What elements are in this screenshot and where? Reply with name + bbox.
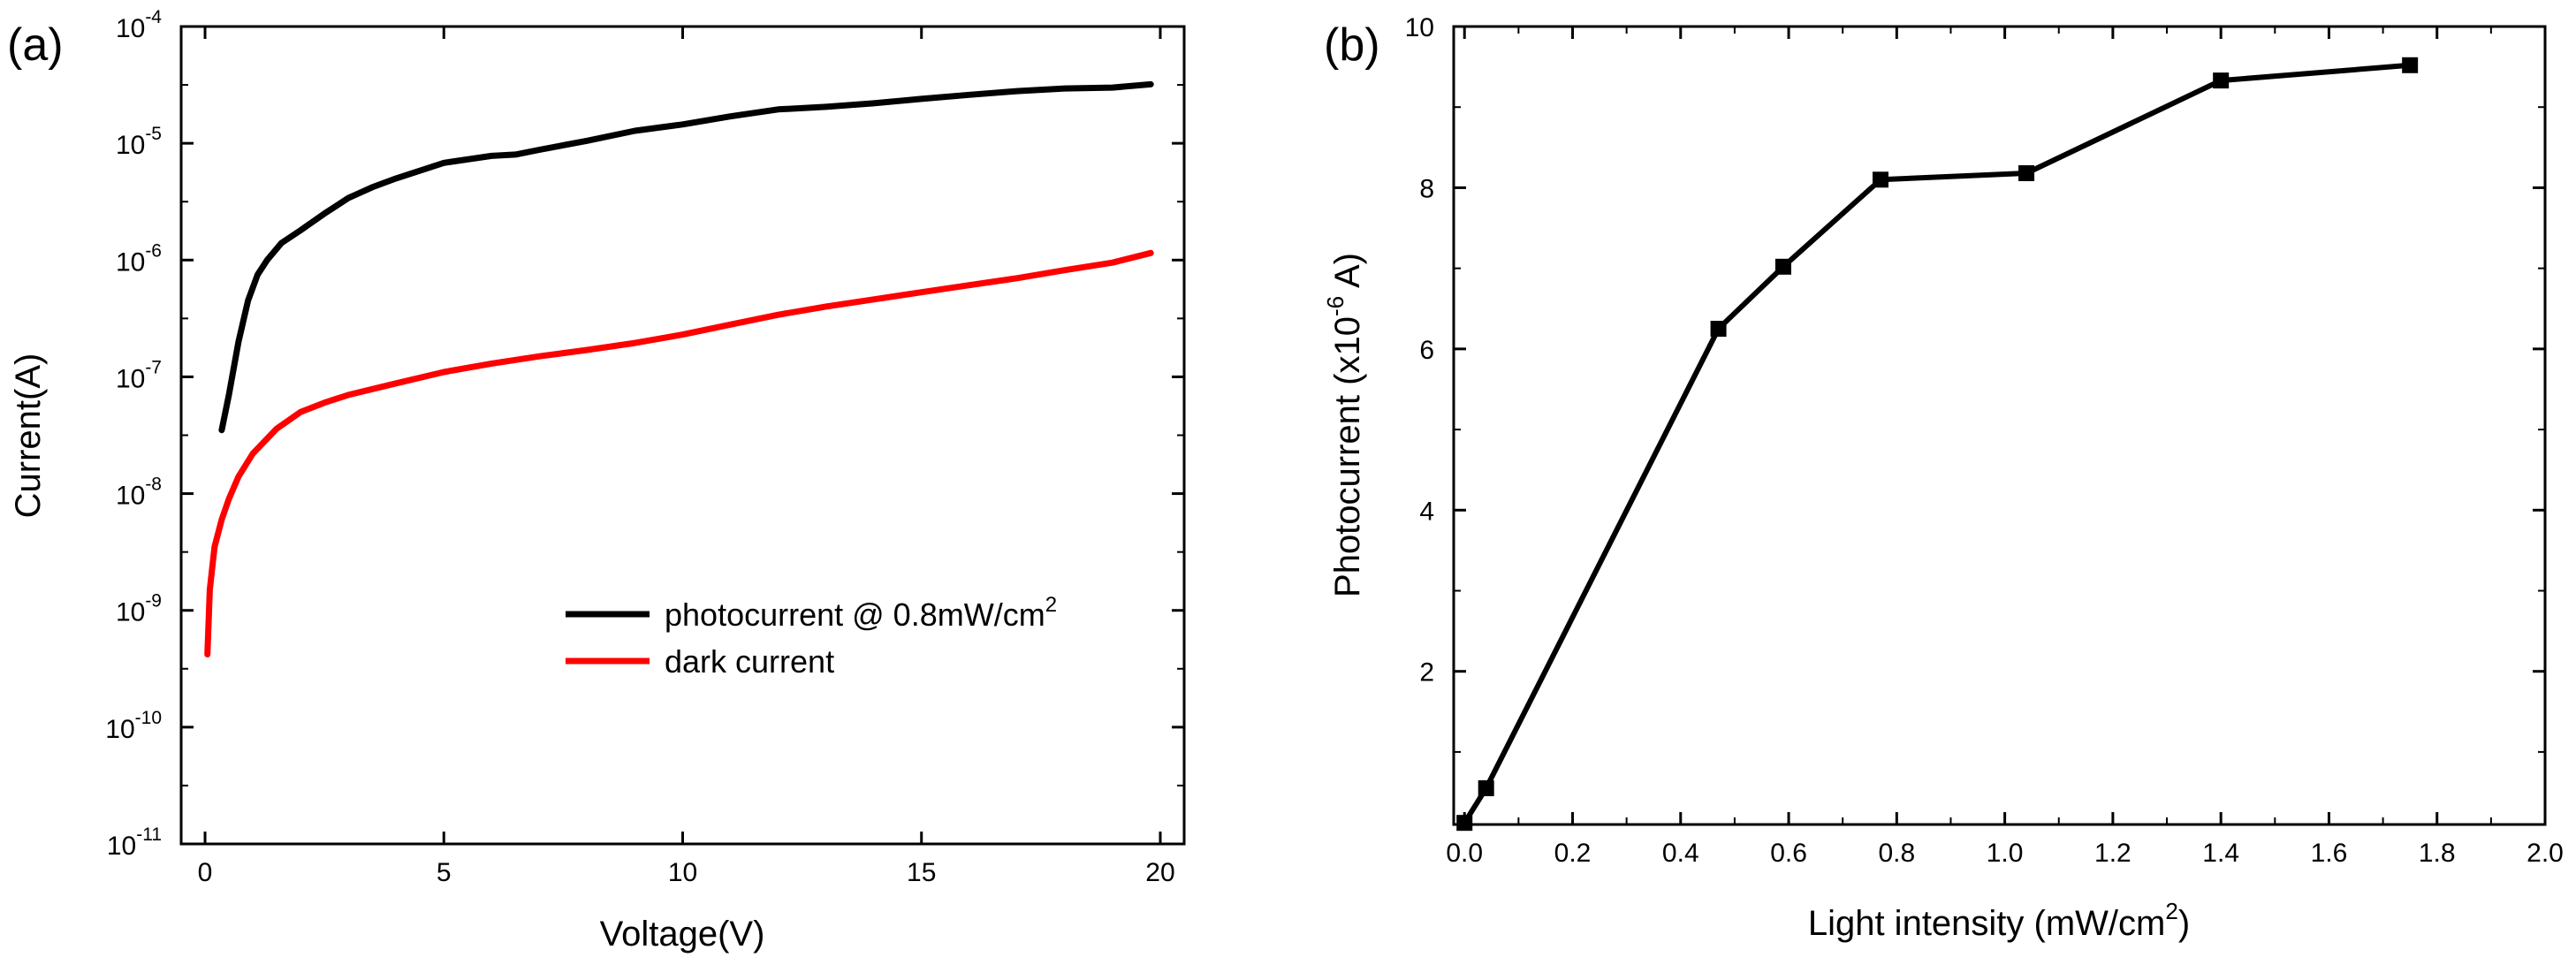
x-tick-label-a-3: 15 (907, 858, 936, 887)
x-axis-label-a: Voltage(V) (600, 915, 765, 954)
x-tick-label-b-2: 0.4 (1662, 839, 1699, 868)
y-tick-label-a-0: 10-4 (116, 7, 162, 43)
series-a-1 (204, 249, 1154, 657)
y-tick-base-a-3: 10 (116, 364, 145, 393)
y-axis-label-b-suffix: A) (1328, 253, 1367, 296)
y-tick-base-a-7: 10 (107, 832, 136, 861)
x-tick-label-a-4: 20 (1145, 858, 1174, 887)
data-point-b-0 (1456, 815, 1473, 832)
x-tick-label-b-7: 1.4 (2202, 839, 2239, 868)
y-axis-label-b: Photocurrent (x10-6 A) (1322, 253, 1367, 597)
y-tick-label-a-2: 10-6 (116, 240, 162, 277)
legend-label-photocurrent: photocurrent @ 0.8mW/cm2 (665, 593, 1057, 633)
x-axis-label-b-sup: 2 (2165, 898, 2177, 924)
y-tick-exp-a-1: -5 (145, 124, 162, 144)
x-tick-label-a-1: 5 (437, 858, 452, 887)
data-point-b-3 (1774, 258, 1791, 275)
panel-label-b: (b) (1324, 19, 1380, 71)
x-tick-label-b-6: 1.2 (2094, 839, 2131, 868)
y-tick-exp-a-4: -8 (145, 475, 162, 495)
y-tick-base-a-5: 10 (116, 598, 145, 627)
y-tick-label-a-3: 10-7 (116, 357, 162, 393)
x-tick-label-b-4: 0.8 (1878, 839, 1915, 868)
x-tick-label-a-0: 0 (198, 858, 213, 887)
y-tick-label-b-0: 2 (1419, 658, 1434, 688)
y-tick-exp-a-0: -4 (145, 7, 162, 27)
legend-label-dark: dark current (665, 643, 834, 680)
y-axis-label-b-sup: -6 (1322, 296, 1349, 316)
y-tick-exp-a-6: -10 (135, 708, 162, 728)
y-tick-base-a-4: 10 (116, 482, 145, 511)
x-tick-label-b-3: 0.6 (1770, 839, 1807, 868)
y-tick-label-b-4: 10 (1405, 13, 1434, 42)
x-tick-label-b-9: 1.8 (2419, 839, 2456, 868)
data-point-b-5 (2018, 165, 2035, 182)
y-tick-base-a-0: 10 (116, 14, 145, 43)
y-tick-base-a-2: 10 (116, 247, 145, 277)
y-tick-label-a-7: 10-11 (107, 824, 162, 861)
chart-b-ticks: 0.0 0.2 0.4 0.6 0.8 1.0 1.2 1.4 1.6 1.8 2.0 2 4 6 8 10 (1405, 13, 2564, 868)
chart-a: 0 5 10 15 2010-410-510-610-710-810-910-1010-… (9, 7, 1186, 954)
plot-frame-b (1452, 25, 2547, 826)
plot-frame-a (179, 25, 1186, 846)
chart-a-ticks: 0 5 10 15 2010-410-510-610-710-810-910-1010-… (105, 7, 1184, 887)
chart-b: 0.0 0.2 0.4 0.6 0.8 1.0 1.2 1.4 1.6 1.8 2.0246810 … (1322, 13, 2564, 943)
panel-label-a: (a) (7, 19, 64, 71)
x-tick-label-b-1: 0.2 (1554, 839, 1592, 868)
x-tick-label-b-5: 1.0 (1987, 839, 2024, 868)
y-tick-label-a-4: 10-8 (116, 475, 162, 511)
x-tick-label-a-2: 10 (668, 858, 697, 887)
y-tick-exp-a-3: -7 (145, 357, 162, 377)
data-point-b-7 (2402, 57, 2419, 73)
x-axis-label-b-text: Light intensity (mW/cm (1808, 904, 2166, 943)
y-tick-label-a-1: 10-5 (116, 124, 162, 160)
legend-text-photocurrent: photocurrent @ 0.8mW/cm (665, 596, 1045, 633)
series-a-0 (218, 80, 1154, 434)
y-tick-exp-a-5: -9 (145, 591, 162, 612)
y-tick-label-a-5: 10-9 (116, 591, 162, 627)
x-tick-label-b-0: 0.0 (1446, 839, 1483, 868)
chart-a-series (204, 80, 1154, 657)
y-tick-exp-a-7: -11 (136, 824, 162, 845)
y-axis-label-a: Current(A) (9, 353, 48, 519)
y-tick-base-a-1: 10 (116, 131, 145, 160)
y-tick-label-b-2: 6 (1419, 336, 1434, 365)
y-axis-label-b-text: Photocurrent (x10 (1328, 316, 1367, 597)
data-point-b-4 (1872, 171, 1888, 188)
y-tick-label-a-6: 10-10 (105, 708, 162, 744)
series-b-line (1462, 62, 2411, 824)
x-axis-label-b-suffix: ) (2178, 904, 2190, 943)
x-tick-label-b-10: 2.0 (2527, 839, 2564, 868)
data-point-b-1 (1478, 779, 1494, 796)
y-tick-base-a-6: 10 (105, 715, 134, 744)
x-tick-label-b-8: 1.6 (2311, 839, 2348, 868)
y-tick-exp-a-2: -6 (145, 240, 162, 261)
y-tick-label-b-1: 4 (1419, 497, 1434, 526)
chart-b-series (1456, 57, 2419, 832)
data-point-b-2 (1710, 321, 1727, 338)
data-point-b-6 (2213, 72, 2230, 89)
legend-sup-photocurrent: 2 (1045, 593, 1057, 617)
x-axis-label-b: Light intensity (mW/cm2) (1808, 898, 2190, 943)
y-tick-label-b-3: 8 (1419, 174, 1434, 203)
legend-a: photocurrent @ 0.8mW/cm2 dark current (566, 593, 1057, 680)
